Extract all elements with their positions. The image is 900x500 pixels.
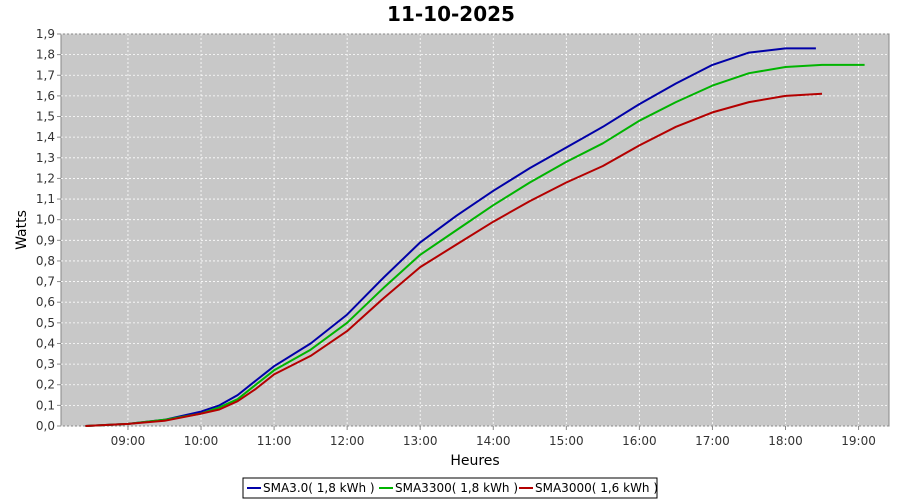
y-tick-label: 0,6 — [36, 295, 55, 309]
y-tick-label: 0,0 — [36, 419, 55, 433]
grid — [61, 33, 889, 427]
y-axis-ticks: 0,0 0,1 0,2 0,3 0,4 0,5 0,6 0,7 0,8 0,9 1,0 1,1 1,2 1… — [36, 27, 61, 433]
x-axis-label: Heures — [450, 453, 499, 469]
y-tick-label: 1,5 — [36, 110, 55, 124]
y-tick-label: 1,9 — [36, 27, 55, 41]
y-tick-label: 1,3 — [36, 151, 55, 165]
x-tick-label: 12:00 — [330, 434, 365, 448]
series-lines — [85, 47, 865, 427]
legend-label-1: SMA3.0( 1,8 kWh ) — [263, 481, 375, 495]
legend-box — [242, 477, 658, 499]
y-tick-label: 1,8 — [36, 48, 55, 62]
y-axis-label: Watts — [14, 210, 30, 250]
y-tick-label: 1,6 — [36, 89, 55, 103]
legend-label-3: SMA3000( 1,6 kWh ) — [535, 481, 658, 495]
x-tick-label: 17:00 — [695, 434, 730, 448]
legend: SMA3.0( 1,8 kWh ) SMA3300( 1,8 kWh ) SMA30… — [242, 477, 658, 499]
x-tick-label: 10:00 — [184, 434, 219, 448]
series-line-3 — [85, 92, 823, 427]
x-axis-ticks: 09:00 10:00 11:00 12:00 13:00 14:00 15:00 16:00… — [111, 426, 876, 448]
y-tick-label: 1,2 — [36, 171, 55, 185]
x-tick-label: 09:00 — [111, 434, 146, 448]
y-tick-label: 0,5 — [36, 316, 55, 330]
y-tick-label: 0,3 — [36, 357, 55, 371]
x-tick-label: 11:00 — [257, 434, 292, 448]
x-tick-label: 14:00 — [476, 434, 511, 448]
legend-label-2: SMA3300( 1,8 kWh ) — [395, 481, 518, 495]
y-tick-label: 0,7 — [36, 275, 55, 289]
series-line-1 — [85, 47, 816, 427]
y-tick-label: 0,4 — [36, 336, 55, 350]
chart-title: 11-10-2025 — [387, 2, 515, 26]
y-tick-label: 0,1 — [36, 398, 55, 412]
x-tick-label: 15:00 — [549, 434, 584, 448]
y-tick-label: 1,1 — [36, 192, 55, 206]
x-tick-label: 19:00 — [841, 434, 876, 448]
x-tick-label: 16:00 — [622, 434, 657, 448]
y-tick-label: 1,7 — [36, 68, 55, 82]
x-tick-label: 18:00 — [768, 434, 803, 448]
plot-area — [60, 33, 890, 427]
y-tick-label: 0,9 — [36, 233, 55, 247]
y-tick-label: 1,4 — [36, 130, 55, 144]
x-tick-label: 13:00 — [403, 434, 438, 448]
series-line-2 — [85, 63, 865, 427]
y-tick-label: 1,0 — [36, 213, 55, 227]
y-tick-label: 0,8 — [36, 254, 55, 268]
y-tick-label: 0,2 — [36, 378, 55, 392]
